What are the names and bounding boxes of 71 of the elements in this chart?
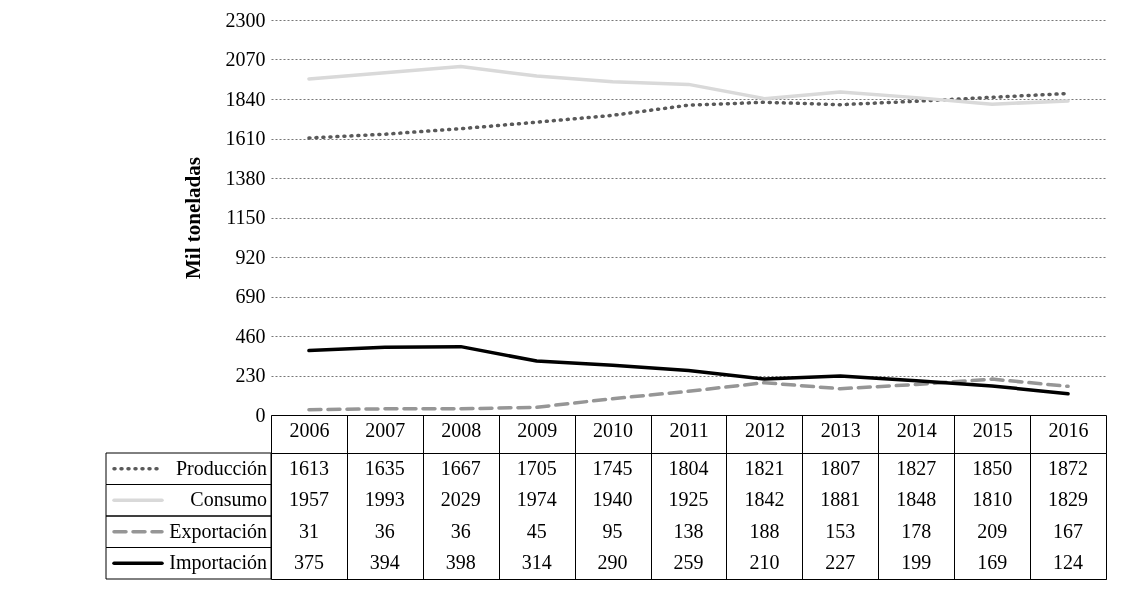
data-label: 1925 — [668, 488, 709, 511]
y-axis-title: Mil toneladas — [180, 157, 205, 279]
data-label: 178 — [901, 519, 932, 542]
data-label: 1957 — [288, 488, 329, 511]
data-label: 227 — [825, 551, 856, 574]
data-label: 1804 — [668, 456, 709, 479]
data-label: 1872 — [1048, 456, 1089, 479]
y-tick-label: 690 — [235, 285, 266, 307]
y-tick-label: 460 — [235, 324, 266, 347]
data-label: 1829 — [1048, 488, 1089, 511]
x-tick-label: 2011 — [669, 418, 709, 441]
y-tick-label: 1610 — [225, 127, 266, 149]
data-label: 188 — [749, 519, 780, 542]
legend-label: Exportación — [169, 519, 267, 543]
y-tick-label: 1150 — [226, 206, 266, 228]
data-label: 1613 — [288, 456, 329, 479]
x-tick-label: 2013 — [820, 418, 861, 441]
y-tick-label: 0 — [255, 403, 266, 426]
data-label: 1810 — [972, 488, 1013, 511]
y-tick-label: 2070 — [225, 48, 266, 70]
data-label: 124 — [1053, 551, 1084, 574]
data-label: 199 — [901, 551, 932, 574]
y-tick-label: 230 — [235, 364, 266, 386]
x-tick-label: 2008 — [441, 418, 482, 441]
data-label: 1667 — [440, 456, 481, 479]
data-label: 1993 — [364, 488, 405, 511]
data-label: 1850 — [972, 456, 1013, 479]
data-label: 1745 — [592, 456, 633, 479]
legend-label: Producción — [175, 456, 267, 479]
data-label: 2029 — [440, 488, 481, 511]
data-label: 1848 — [896, 488, 937, 511]
data-label: 1842 — [744, 488, 785, 511]
data-label: 31 — [298, 519, 319, 542]
x-tick-label: 2006 — [289, 418, 330, 441]
data-label: 398 — [445, 551, 476, 574]
x-tick-label: 2016 — [1048, 418, 1089, 441]
data-label: 138 — [673, 519, 704, 542]
x-tick-label: 2010 — [593, 418, 634, 441]
data-label: 1881 — [820, 488, 861, 511]
data-label: 45 — [526, 519, 547, 542]
data-label: 95 — [602, 519, 623, 542]
x-tick-label: 2014 — [896, 418, 937, 441]
y-tick-label: 2300 — [225, 8, 266, 31]
data-label: 153 — [825, 519, 856, 542]
x-tick-label: 2009 — [517, 418, 558, 441]
data-label: 1974 — [516, 488, 557, 511]
data-label: 169 — [977, 551, 1008, 574]
data-label: 394 — [369, 551, 400, 574]
y-tick-label: 1840 — [225, 87, 266, 110]
data-label: 167 — [1053, 519, 1084, 542]
data-label: 209 — [977, 519, 1008, 542]
legend-label: Importación — [169, 551, 267, 575]
data-label: 1705 — [516, 456, 557, 479]
x-tick-label: 2012 — [744, 418, 785, 441]
data-label: 210 — [749, 551, 780, 574]
data-label: 36 — [374, 519, 395, 542]
data-label: 1821 — [744, 456, 785, 479]
data-label: 259 — [673, 551, 704, 574]
legend-label: Consumo — [190, 488, 267, 511]
data-label: 314 — [521, 551, 552, 574]
data-label: 1807 — [820, 456, 861, 479]
data-label: 1827 — [896, 456, 937, 479]
data-label: 1635 — [364, 456, 405, 479]
x-tick-label: 2007 — [365, 418, 406, 441]
data-label: 290 — [597, 551, 628, 574]
y-tick-label: 920 — [235, 245, 266, 268]
y-tick-label: 1380 — [225, 166, 266, 189]
x-tick-label: 2015 — [972, 418, 1013, 441]
data-label: 375 — [293, 551, 324, 574]
data-label: 36 — [450, 519, 471, 542]
data-label: 1940 — [592, 488, 633, 511]
